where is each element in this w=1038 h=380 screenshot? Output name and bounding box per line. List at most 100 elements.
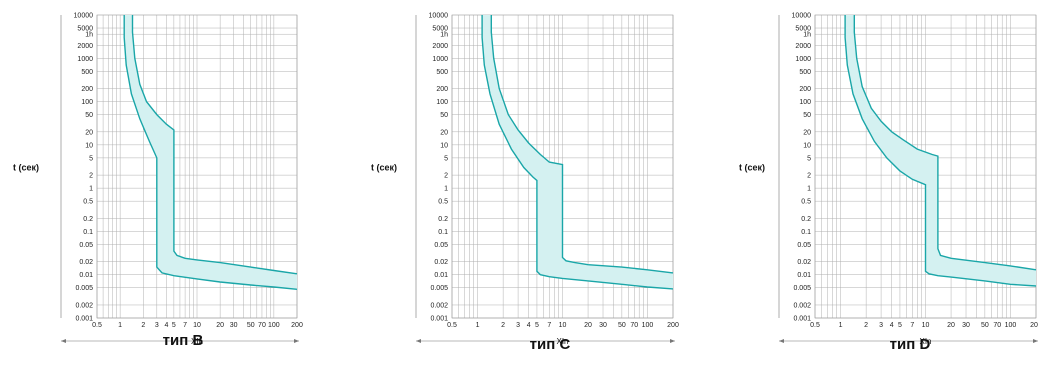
y-tick-label: 0.002 xyxy=(430,302,448,309)
y-tick-label: 50 xyxy=(85,112,93,119)
x-tick-label: 100 xyxy=(642,322,654,329)
y-tick-label: 20 xyxy=(85,129,93,136)
y-tick-label: 2000 xyxy=(432,43,448,50)
x-tick-label: 7 xyxy=(547,322,551,329)
x-tick-label: 30 xyxy=(599,322,607,329)
x-tick-label: 1 xyxy=(839,322,843,329)
x-tick-label: 30 xyxy=(962,322,970,329)
x-tick-label: 2 xyxy=(501,322,505,329)
y-tick-label: 0.001 xyxy=(75,316,93,323)
y-tick-label: 20 xyxy=(803,129,811,136)
x-tick-label: 20 xyxy=(584,322,592,329)
plot-frame xyxy=(96,14,298,319)
y-axis-label: t (сек) xyxy=(739,163,765,173)
y-tick-label: 10000 xyxy=(74,13,94,20)
y-tick-label: 0.05 xyxy=(79,242,93,249)
y-tick-label: 2 xyxy=(807,173,811,180)
lower-curve xyxy=(844,15,1037,287)
upper-curve xyxy=(853,15,1037,271)
y-tick-label: 0.02 xyxy=(79,259,93,266)
x-axis-label: XIn xyxy=(191,337,203,346)
y-tick-label: 0.02 xyxy=(797,259,811,266)
y-tick-label: 0.001 xyxy=(430,316,448,323)
x-tick-label: 0.5 xyxy=(447,322,457,329)
upper-curve xyxy=(490,15,674,274)
x-axis-arrow-left xyxy=(779,339,784,343)
y-tick-label: 0.5 xyxy=(438,199,448,206)
y-tick-label: 500 xyxy=(799,69,811,76)
x-tick-label: 4 xyxy=(164,322,168,329)
y-tick-label: 2 xyxy=(89,173,93,180)
y-tick-label: 1h xyxy=(85,32,93,39)
x-tick-label: 0.5 xyxy=(810,322,820,329)
x-tick-label: 50 xyxy=(618,322,626,329)
y-tick-label: 10 xyxy=(803,142,811,149)
x-tick-label: 2 xyxy=(864,322,868,329)
y-tick-label: 1 xyxy=(807,186,811,193)
y-tick-label: 1000 xyxy=(795,56,811,63)
x-tick-label: 50 xyxy=(981,322,989,329)
y-tick-label: 50 xyxy=(803,112,811,119)
y-tick-label: 0.005 xyxy=(75,285,93,292)
y-tick-label: 0.1 xyxy=(801,229,811,236)
x-tick-label: 3 xyxy=(155,322,159,329)
x-tick-label: 7 xyxy=(183,322,187,329)
x-tick-label: 70 xyxy=(258,322,266,329)
y-tick-label: 0.05 xyxy=(797,242,811,249)
y-tick-label: 100 xyxy=(799,99,811,106)
x-tick-label: 20 xyxy=(216,322,224,329)
y-tick-label: 2000 xyxy=(77,43,93,50)
y-tick-label: 100 xyxy=(81,99,93,106)
y-tick-label: 50 xyxy=(440,112,448,119)
y-tick-label: 10000 xyxy=(792,13,812,20)
x-tick-label: 10 xyxy=(922,322,930,329)
x-tick-label: 0.5 xyxy=(92,322,102,329)
y-tick-label: 10 xyxy=(440,142,448,149)
y-tick-label: 0.2 xyxy=(801,216,811,223)
y-tick-label: 1h xyxy=(803,32,811,39)
y-tick-label: 200 xyxy=(436,86,448,93)
x-tick-label: 3 xyxy=(879,322,883,329)
x-tick-label: 100 xyxy=(1005,322,1017,329)
chart-title: тип B xyxy=(163,332,204,349)
y-tick-label: 0.02 xyxy=(434,259,448,266)
x-tick-label: 200 xyxy=(667,322,679,329)
y-axis-label: t (сек) xyxy=(13,163,39,173)
lower-curve xyxy=(481,15,674,290)
y-tick-label: 1000 xyxy=(77,56,93,63)
tripping-band xyxy=(482,15,673,289)
y-tick-label: 0.005 xyxy=(430,285,448,292)
x-tick-label: 50 xyxy=(247,322,255,329)
y-tick-label: 5000 xyxy=(432,26,448,33)
y-tick-label: 500 xyxy=(436,69,448,76)
y-tick-label: 2000 xyxy=(795,43,811,50)
y-tick-label: 200 xyxy=(81,86,93,93)
y-tick-label: 5 xyxy=(444,155,448,162)
y-tick-label: 1000 xyxy=(432,56,448,63)
x-tick-label: 2 xyxy=(141,322,145,329)
x-tick-label: 10 xyxy=(559,322,567,329)
x-tick-label: 4 xyxy=(527,322,531,329)
x-axis-arrow-right xyxy=(670,339,675,343)
y-tick-label: 200 xyxy=(799,86,811,93)
chart-title: тип D xyxy=(890,336,931,353)
x-tick-label: 200 xyxy=(1030,322,1038,329)
x-axis-label: XIn xyxy=(919,337,931,346)
y-tick-label: 1 xyxy=(444,186,448,193)
y-tick-label: 0.01 xyxy=(79,272,93,279)
x-axis-arrow-left xyxy=(416,339,421,343)
y-tick-label: 5 xyxy=(89,155,93,162)
x-tick-label: 1 xyxy=(476,322,480,329)
lower-curve xyxy=(123,15,298,290)
x-tick-label: 3 xyxy=(516,322,520,329)
y-tick-label: 5 xyxy=(807,155,811,162)
y-tick-label: 1h xyxy=(440,32,448,39)
x-tick-label: 7 xyxy=(910,322,914,329)
y-tick-label: 0.005 xyxy=(793,285,811,292)
y-tick-label: 500 xyxy=(81,69,93,76)
y-axis-label: t (сек) xyxy=(371,163,397,173)
x-tick-label: 100 xyxy=(268,322,280,329)
